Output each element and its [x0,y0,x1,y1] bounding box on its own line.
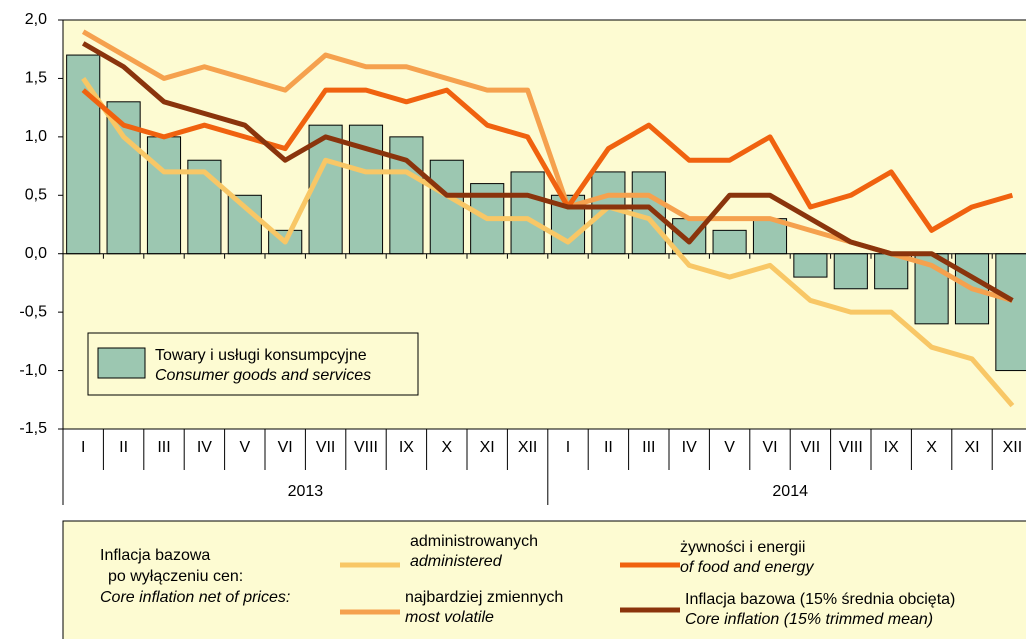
legend-box [62,520,1026,639]
y-tick-label: -0,5 [19,303,47,320]
x-tick-label: II [604,439,613,456]
legend-label: najbardziej zmiennych [405,589,563,606]
x-tick-label: V [239,439,250,456]
x-tick-label: XII [1003,439,1023,456]
legend-label: administrowanych [410,533,538,550]
y-tick-label: 2,0 [25,11,47,28]
x-tick-label: X [926,439,937,456]
x-tick-label: VII [316,439,336,456]
y-tick-label: 0,5 [25,187,47,204]
legend-label: Towary i usługi konsumpcyjne [155,347,367,364]
x-tick-label: VIII [354,439,378,456]
bar [793,253,828,278]
bar [510,171,545,255]
legend-label: Inflacja bazowa (15% średnia obcięta) [685,591,955,608]
y-tick-label: -1,5 [19,420,47,437]
y-tick-label: 1,5 [25,70,47,87]
legend-label: administered [410,553,503,570]
line-series [81,77,1015,408]
x-tick-label: VIII [839,439,863,456]
x-tick-label: VI [762,439,777,456]
year-label: 2013 [288,483,324,500]
x-tick-label: VII [801,439,821,456]
x-tick-label: III [642,439,655,456]
x-tick-label: X [441,439,452,456]
bar [712,229,747,255]
x-tick-label: XI [964,439,979,456]
x-tick-label: IV [197,439,212,456]
legend-swatch [97,347,146,379]
legend-heading: Core inflation net of prices: [100,589,290,606]
line-series [81,87,1014,233]
x-tick-label: IX [884,439,899,456]
x-tick-label: XII [518,439,538,456]
x-tick-label: XI [480,439,495,456]
x-tick-label: V [724,439,735,456]
x-tick-label: IV [682,439,697,456]
legend-label: most volatile [405,609,494,626]
x-tick-label: I [81,439,85,456]
legend-heading: Inflacja bazowa [100,547,210,564]
bar [995,253,1026,372]
x-tick-label: III [157,439,170,456]
legend-label: żywności i energii [680,539,805,556]
x-tick-label: I [566,439,570,456]
legend-label: Core inflation (15% trimmed mean) [685,611,933,628]
bar [631,171,666,255]
y-tick-label: 1,0 [25,128,47,145]
bar [874,253,909,290]
x-tick-label: VI [278,439,293,456]
y-tick-label: 0,0 [25,245,47,262]
x-tick-label: IX [399,439,414,456]
bar [833,253,868,290]
legend-label: of food and energy [680,559,814,576]
bar [146,136,182,255]
bar [672,218,707,255]
y-tick-label: -1,0 [19,362,47,379]
year-label: 2014 [772,483,808,500]
legend-heading: po wyłączeniu cen: [108,568,243,585]
legend-label: Consumer goods and services [155,367,371,384]
bar [66,54,101,255]
x-tick-label: II [119,439,128,456]
line-series [81,41,1014,303]
bar [429,159,464,255]
bar [752,218,788,255]
